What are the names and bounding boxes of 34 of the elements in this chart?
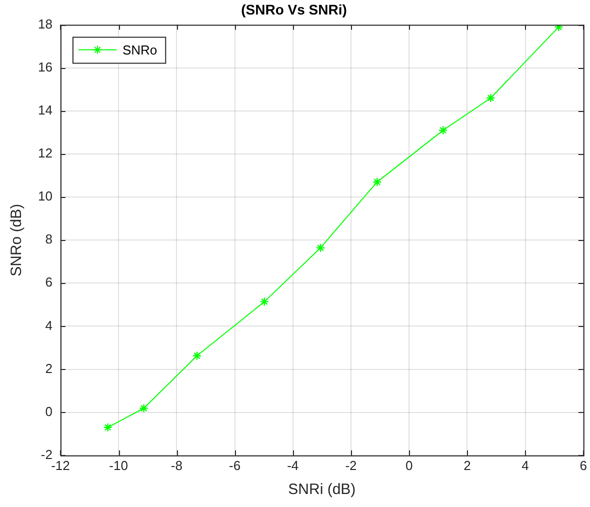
y-tick-label: 4 [45,318,52,333]
x-tick-label: -2 [345,458,357,473]
chart-title: (SNRo Vs SNRi) [241,1,347,18]
x-tick-label: 6 [580,458,587,473]
point [554,24,564,32]
point [139,404,148,413]
x-tick-label: -10 [109,458,128,473]
x-tick-label: -6 [228,458,241,473]
x-tick-label: 0 [405,458,413,473]
y-axis-title: SNRo (dB) [8,204,26,276]
y-tick-label: 0 [45,404,52,419]
y-tick-label: -2 [40,446,52,462]
y-tick-label: 14 [38,102,52,118]
y-tick-label: 16 [38,59,52,74]
y-tick-label: 2 [45,360,52,376]
x-tick-label: -4 [287,458,299,473]
x-axis-title: SNRi (dB) [288,481,356,498]
y-tick-label: 10 [38,188,52,204]
point [438,126,448,135]
y-tick-label: 18 [38,16,52,32]
point [103,422,112,432]
x-tick-label: -8 [170,458,182,473]
y-tick-label: 6 [45,274,52,290]
y-tick-label: 8 [45,232,52,247]
point [260,297,269,306]
y-tick-label: 12 [38,146,52,161]
point [372,177,382,187]
point [316,243,326,252]
legend-label: SNRo [122,42,158,58]
point [192,351,202,360]
x-tick-label: -12 [51,458,70,473]
x-tick-label: 4 [522,458,529,473]
x-tick-label: 2 [464,458,471,473]
point [486,93,496,103]
